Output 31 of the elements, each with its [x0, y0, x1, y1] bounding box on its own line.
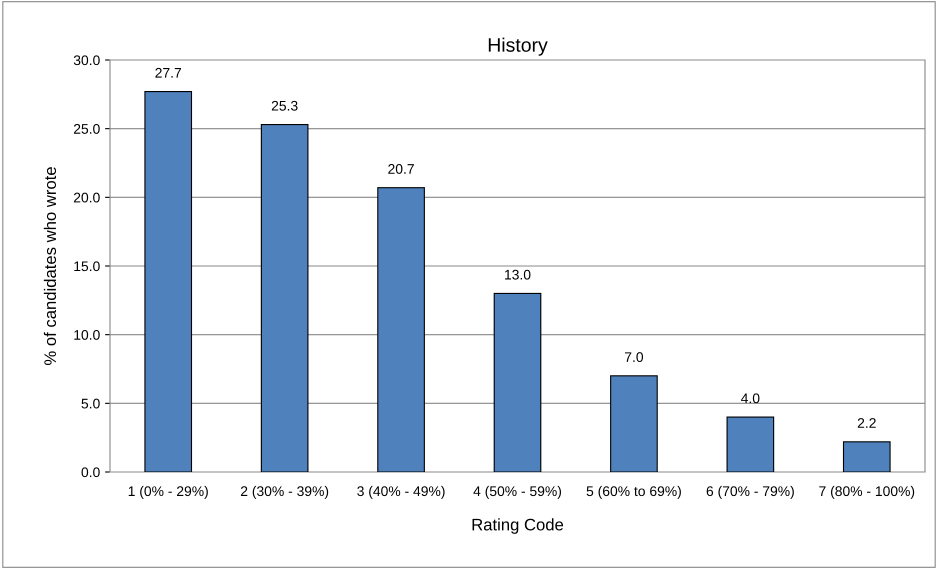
y-tick-label: 15.0 [74, 261, 100, 272]
chart-title: History [488, 38, 548, 56]
y-tick-label: 25.0 [74, 124, 100, 134]
x-tick-label: 6 (70% - 79%) [706, 486, 794, 499]
data-label: 2.2 [858, 418, 876, 428]
bar [610, 375, 658, 472]
data-label: 27.7 [155, 68, 182, 78]
y-tick-label: 20.0 [74, 192, 100, 203]
x-tick-label: 2 (30% - 39%) [240, 486, 328, 499]
bar [842, 441, 891, 472]
x-tick-label: 3 (40% - 49%) [357, 486, 445, 499]
bar [494, 292, 542, 472]
x-axis-title: Rating Code [472, 518, 564, 534]
y-tick-label: 0.0 [82, 467, 100, 478]
bar [377, 187, 425, 472]
data-label: 7.0 [624, 352, 644, 362]
y-tick-label: 30.0 [74, 55, 100, 66]
x-tick-label: 4 (50% - 59%) [473, 486, 562, 499]
data-label: 4.0 [741, 393, 760, 404]
data-label: 13.0 [505, 270, 530, 280]
y-tick-label: 5.0 [82, 398, 100, 409]
y-tick-label: 10.0 [74, 330, 100, 340]
bar [726, 416, 774, 472]
bar [144, 91, 192, 472]
x-tick-label: 1 (0% - 29%) [128, 486, 208, 499]
data-label: 20.7 [388, 164, 414, 174]
y-axis-title: % of candidates who wrote [44, 167, 56, 365]
bar [260, 124, 308, 472]
x-tick-label: 5 (60% to 69%) [586, 486, 681, 499]
data-label: 25.3 [272, 100, 298, 111]
x-tick-label: 7 (80% - 100%) [819, 486, 914, 499]
